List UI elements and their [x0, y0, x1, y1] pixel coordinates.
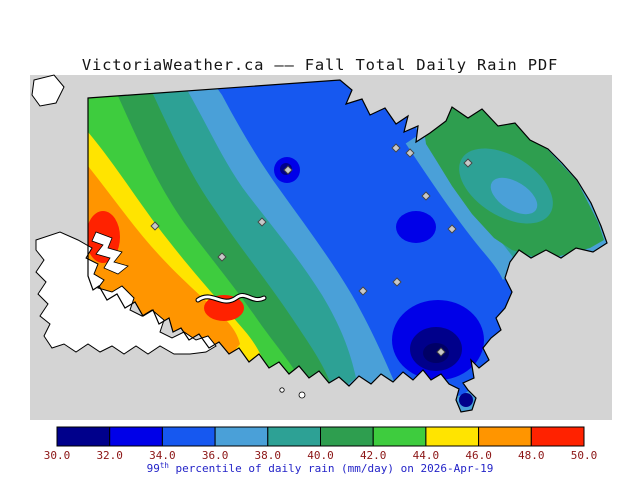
station-marker [447, 224, 457, 234]
colorbar-tick-label: 34.0 [149, 449, 176, 462]
station-markers [150, 143, 473, 357]
colorbar-tick-label: 40.0 [307, 449, 334, 462]
harbour-channel [195, 292, 267, 304]
station-marker [257, 217, 267, 227]
figure-title: VictoriaWeather.ca —— Fall Total Daily R… [82, 56, 558, 74]
colorbar-tick-label: 44.0 [413, 449, 440, 462]
colorbar-segment [530, 426, 585, 447]
caption-superscript: th [160, 461, 169, 470]
colorbar-segment [478, 426, 532, 447]
small-island [298, 391, 306, 399]
contour-min-east [396, 211, 436, 243]
colorbar-segment [109, 426, 163, 447]
station-marker [283, 165, 293, 175]
colorbar-tick-label: 50.0 [571, 449, 598, 462]
colorbar-tick-label: 30.0 [44, 449, 71, 462]
coastline [87, 79, 608, 413]
station-marker [150, 221, 160, 231]
station-marker [405, 148, 415, 158]
colorbar-segment [372, 426, 427, 447]
southwest-landmass [35, 231, 217, 355]
colorbar-segment [161, 426, 216, 447]
contour-min-islet [459, 393, 473, 407]
station-marker [421, 191, 431, 201]
colorbar: 30.0 32.0 34.0 36.0 38.0 40.0 42.0 44.0 46.0 48.0… [44, 426, 598, 462]
contour-min-se-core [423, 343, 449, 363]
colorbar-border [56, 426, 585, 447]
contour-band-36-38-ne-core [490, 177, 538, 215]
colorbar-segment [267, 426, 321, 447]
station-marker [436, 347, 446, 357]
colorbar-tick-label: 46.0 [465, 449, 492, 462]
northwest-island [31, 74, 65, 107]
colorbar-segment [56, 426, 111, 447]
colorbar-tick-label: 48.0 [518, 449, 545, 462]
colorbar-tick-label: 32.0 [96, 449, 123, 462]
station-marker [358, 286, 368, 296]
harbour-inlet [91, 231, 129, 275]
caption-text: percentile of daily rain (mm/day) on 202… [169, 462, 494, 475]
colorbar-tick-label: 36.0 [202, 449, 229, 462]
station-marker [391, 143, 401, 153]
caption-prefix: 99 [147, 462, 160, 475]
colorbar-tick-label: 42.0 [360, 449, 387, 462]
small-island [279, 387, 285, 393]
contour-band-36-38-ne [405, 132, 522, 281]
harbour-channel-water [196, 294, 266, 303]
station-marker [392, 277, 402, 287]
colorbar-segment [320, 426, 374, 447]
station-marker [463, 158, 473, 168]
colorbar-segment [214, 426, 269, 447]
figure-caption: 99th percentile of daily rain (mm/day) o… [147, 461, 494, 475]
colorbar-segment [425, 426, 480, 447]
station-marker [217, 252, 227, 262]
land-outside-domain [31, 74, 306, 399]
colorbar-tick-label: 38.0 [255, 449, 282, 462]
